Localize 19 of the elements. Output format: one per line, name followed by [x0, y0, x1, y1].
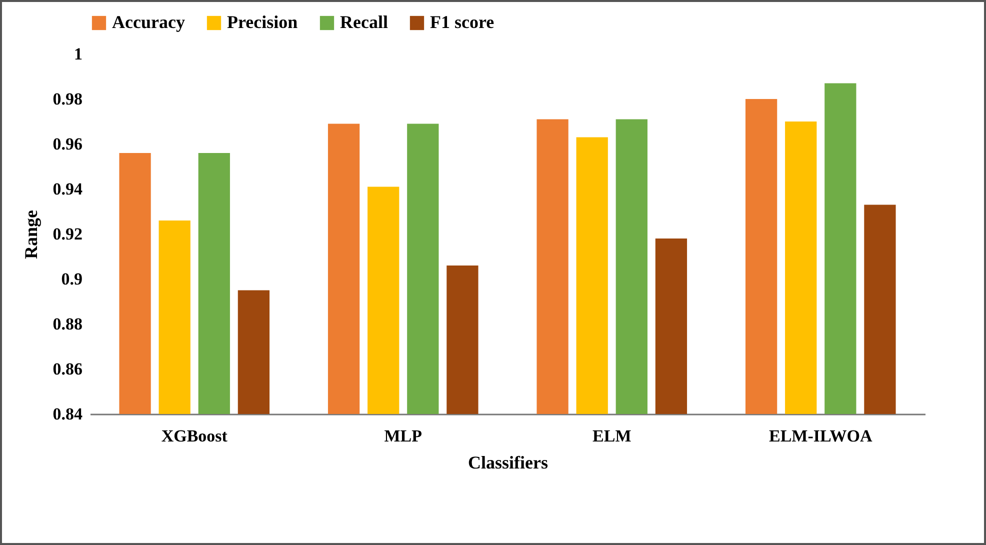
y-tick-label: 1 — [74, 44, 82, 64]
y-axis-title: Range — [20, 210, 41, 259]
y-tick-label: 0.9 — [61, 270, 82, 288]
x-tick-label: ELM — [592, 426, 632, 446]
x-axis-title: Classifiers — [468, 452, 548, 472]
legend-label: F1 score — [430, 12, 494, 32]
x-tick-label: MLP — [384, 426, 422, 446]
y-tick-label: 0.98 — [52, 90, 82, 108]
legend-label: Accuracy — [112, 12, 185, 32]
y-tick-label: 0.86 — [52, 360, 82, 378]
x-tick-label: ELM-ILWOA — [768, 426, 873, 446]
y-tick-label: 0.84 — [52, 404, 83, 424]
legend-label: Precision — [227, 12, 298, 32]
y-tick-label: 0.94 — [52, 180, 83, 198]
y-tick-label: 0.88 — [52, 314, 82, 334]
legend-label: Recall — [340, 12, 388, 32]
y-tick-label: 0.92 — [52, 224, 82, 244]
x-tick-label: XGBoost — [161, 426, 228, 446]
y-tick-label: 0.96 — [52, 134, 82, 154]
